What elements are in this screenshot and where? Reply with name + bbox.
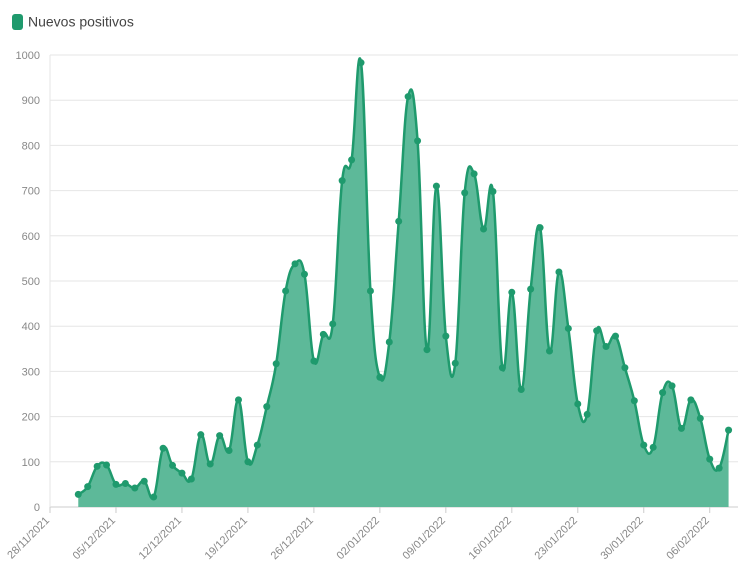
point [329, 320, 337, 328]
point [216, 432, 224, 440]
point [470, 170, 478, 178]
point [263, 403, 271, 411]
point [272, 360, 280, 368]
point [291, 260, 299, 268]
x-tick-label: 19/12/2021 [203, 515, 250, 562]
point [546, 347, 554, 355]
area-fill [78, 58, 729, 507]
x-tick-label: 16/01/2022 [467, 515, 514, 562]
point [74, 490, 82, 498]
y-tick-label: 500 [22, 276, 40, 288]
point [103, 461, 111, 469]
y-tick-label: 300 [22, 366, 40, 378]
point [357, 59, 365, 67]
point [112, 480, 120, 488]
point [706, 455, 714, 463]
x-tick-label: 23/01/2022 [532, 515, 579, 562]
point [602, 343, 610, 351]
point [244, 458, 252, 466]
point [282, 287, 290, 295]
point [93, 462, 101, 470]
point [348, 156, 356, 164]
point [517, 385, 525, 393]
point [461, 189, 469, 197]
point [319, 330, 327, 338]
point [366, 287, 374, 295]
point [659, 389, 667, 397]
x-tick-label: 06/02/2022 [664, 515, 711, 562]
x-tick-label: 26/12/2021 [269, 515, 316, 562]
point [140, 477, 148, 485]
point [527, 285, 535, 293]
point [508, 288, 516, 296]
point [489, 188, 497, 196]
point [84, 483, 92, 491]
point [498, 364, 506, 372]
point [310, 357, 318, 365]
point [338, 177, 346, 185]
point [150, 493, 158, 501]
y-tick-label: 200 [22, 412, 40, 424]
y-tick-label: 400 [22, 321, 40, 333]
y-tick-label: 100 [22, 457, 40, 469]
point [404, 93, 412, 101]
point [677, 424, 685, 432]
y-tick-label: 0 [34, 502, 40, 514]
legend-label: Nuevos positivos [28, 14, 134, 30]
point [480, 225, 488, 233]
point [536, 224, 544, 232]
point [169, 461, 177, 469]
point [555, 268, 563, 276]
point [593, 327, 601, 335]
point [668, 382, 676, 390]
point [564, 324, 572, 332]
point [630, 397, 638, 405]
point [121, 479, 129, 487]
point [414, 137, 422, 145]
point [187, 475, 195, 483]
point [715, 464, 723, 472]
x-tick-label: 02/01/2022 [335, 515, 382, 562]
point [300, 270, 308, 278]
x-tick-label: 12/12/2021 [137, 515, 184, 562]
point [687, 396, 695, 404]
x-tick-label: 28/11/2021 [5, 515, 52, 562]
x-tick-label: 09/01/2022 [401, 515, 448, 562]
y-tick-label: 700 [22, 186, 40, 198]
point [234, 396, 242, 404]
point [423, 346, 431, 354]
point [442, 332, 450, 340]
point [649, 443, 657, 451]
point [432, 182, 440, 190]
y-tick-label: 600 [22, 231, 40, 243]
point [574, 400, 582, 408]
point [611, 332, 619, 340]
point [178, 469, 186, 477]
point [197, 431, 205, 439]
point [696, 414, 704, 422]
x-tick-label: 30/01/2022 [598, 515, 645, 562]
point [159, 444, 167, 452]
y-tick-label: 1000 [16, 50, 40, 62]
point [640, 441, 648, 449]
x-tick-label: 05/12/2021 [71, 515, 118, 562]
point [376, 373, 384, 381]
point [206, 460, 214, 468]
y-tick-label: 900 [22, 95, 40, 107]
legend-swatch [12, 14, 23, 30]
point [131, 484, 139, 492]
point [395, 217, 403, 225]
point [385, 338, 393, 346]
point [225, 447, 233, 454]
point [725, 426, 733, 434]
point [451, 359, 459, 367]
point [253, 441, 261, 449]
point [583, 410, 591, 418]
point [621, 364, 629, 372]
y-tick-label: 800 [22, 140, 40, 152]
